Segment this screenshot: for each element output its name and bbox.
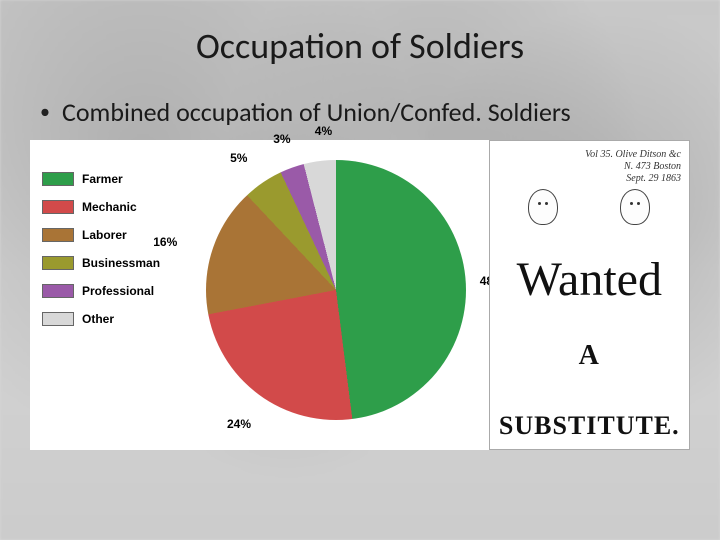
- slice-label: 16%: [153, 235, 177, 249]
- script-line: Sept. 29 1863: [498, 173, 681, 185]
- legend-label: Laborer: [82, 228, 127, 242]
- slide-title: Occupation of Soldiers: [30, 24, 690, 68]
- slice-label: 24%: [227, 417, 251, 431]
- script-line: Vol 35. Olive Ditson &c: [498, 149, 681, 161]
- legend-label: Mechanic: [82, 200, 137, 214]
- slice-label: 5%: [230, 151, 247, 165]
- legend-label: Professional: [82, 284, 154, 298]
- pie-chart: 48% 24% 16% 5% 3% 4%: [206, 160, 466, 420]
- portrait-icon: [528, 189, 558, 225]
- headline-line3: SUBSTITUTE.: [498, 411, 681, 441]
- side-image-panel: Vol 35. Olive Ditson &c N. 473 Boston Se…: [489, 140, 690, 450]
- legend-label: Farmer: [82, 172, 123, 186]
- legend-swatch: [42, 284, 74, 298]
- headline-line2: A: [498, 340, 681, 372]
- legend-swatch: [42, 256, 74, 270]
- image-top-script: Vol 35. Olive Ditson &c N. 473 Boston Se…: [498, 149, 681, 225]
- legend-swatch: [42, 312, 74, 326]
- headline-script: Wanted: [498, 258, 681, 301]
- legend-swatch: [42, 228, 74, 242]
- slide-root: Occupation of Soldiers • Combined occupa…: [0, 0, 720, 540]
- pie-chart-panel: Farmer Mechanic Laborer Businessman Prof…: [30, 140, 489, 450]
- slice-label: 3%: [273, 132, 290, 146]
- legend-label: Businessman: [82, 256, 160, 270]
- content-row: Farmer Mechanic Laborer Businessman Prof…: [30, 140, 690, 450]
- bullet-marker: •: [40, 96, 50, 128]
- legend-item: Professional: [42, 284, 160, 298]
- legend-label: Other: [82, 312, 114, 326]
- legend-item: Farmer: [42, 172, 160, 186]
- legend-item: Mechanic: [42, 200, 160, 214]
- legend-swatch: [42, 200, 74, 214]
- bullet-item: • Combined occupation of Union/Confed. S…: [40, 96, 690, 128]
- legend-swatch: [42, 172, 74, 186]
- legend-item: Businessman: [42, 256, 160, 270]
- legend-item: Laborer: [42, 228, 160, 242]
- script-line: N. 473 Boston: [498, 161, 681, 173]
- pie-circle: [206, 160, 466, 420]
- legend-item: Other: [42, 312, 160, 326]
- chart-legend: Farmer Mechanic Laborer Businessman Prof…: [42, 172, 160, 340]
- slice-label: 4%: [315, 124, 332, 138]
- portrait-icon: [620, 189, 650, 225]
- portrait-row: [498, 189, 681, 225]
